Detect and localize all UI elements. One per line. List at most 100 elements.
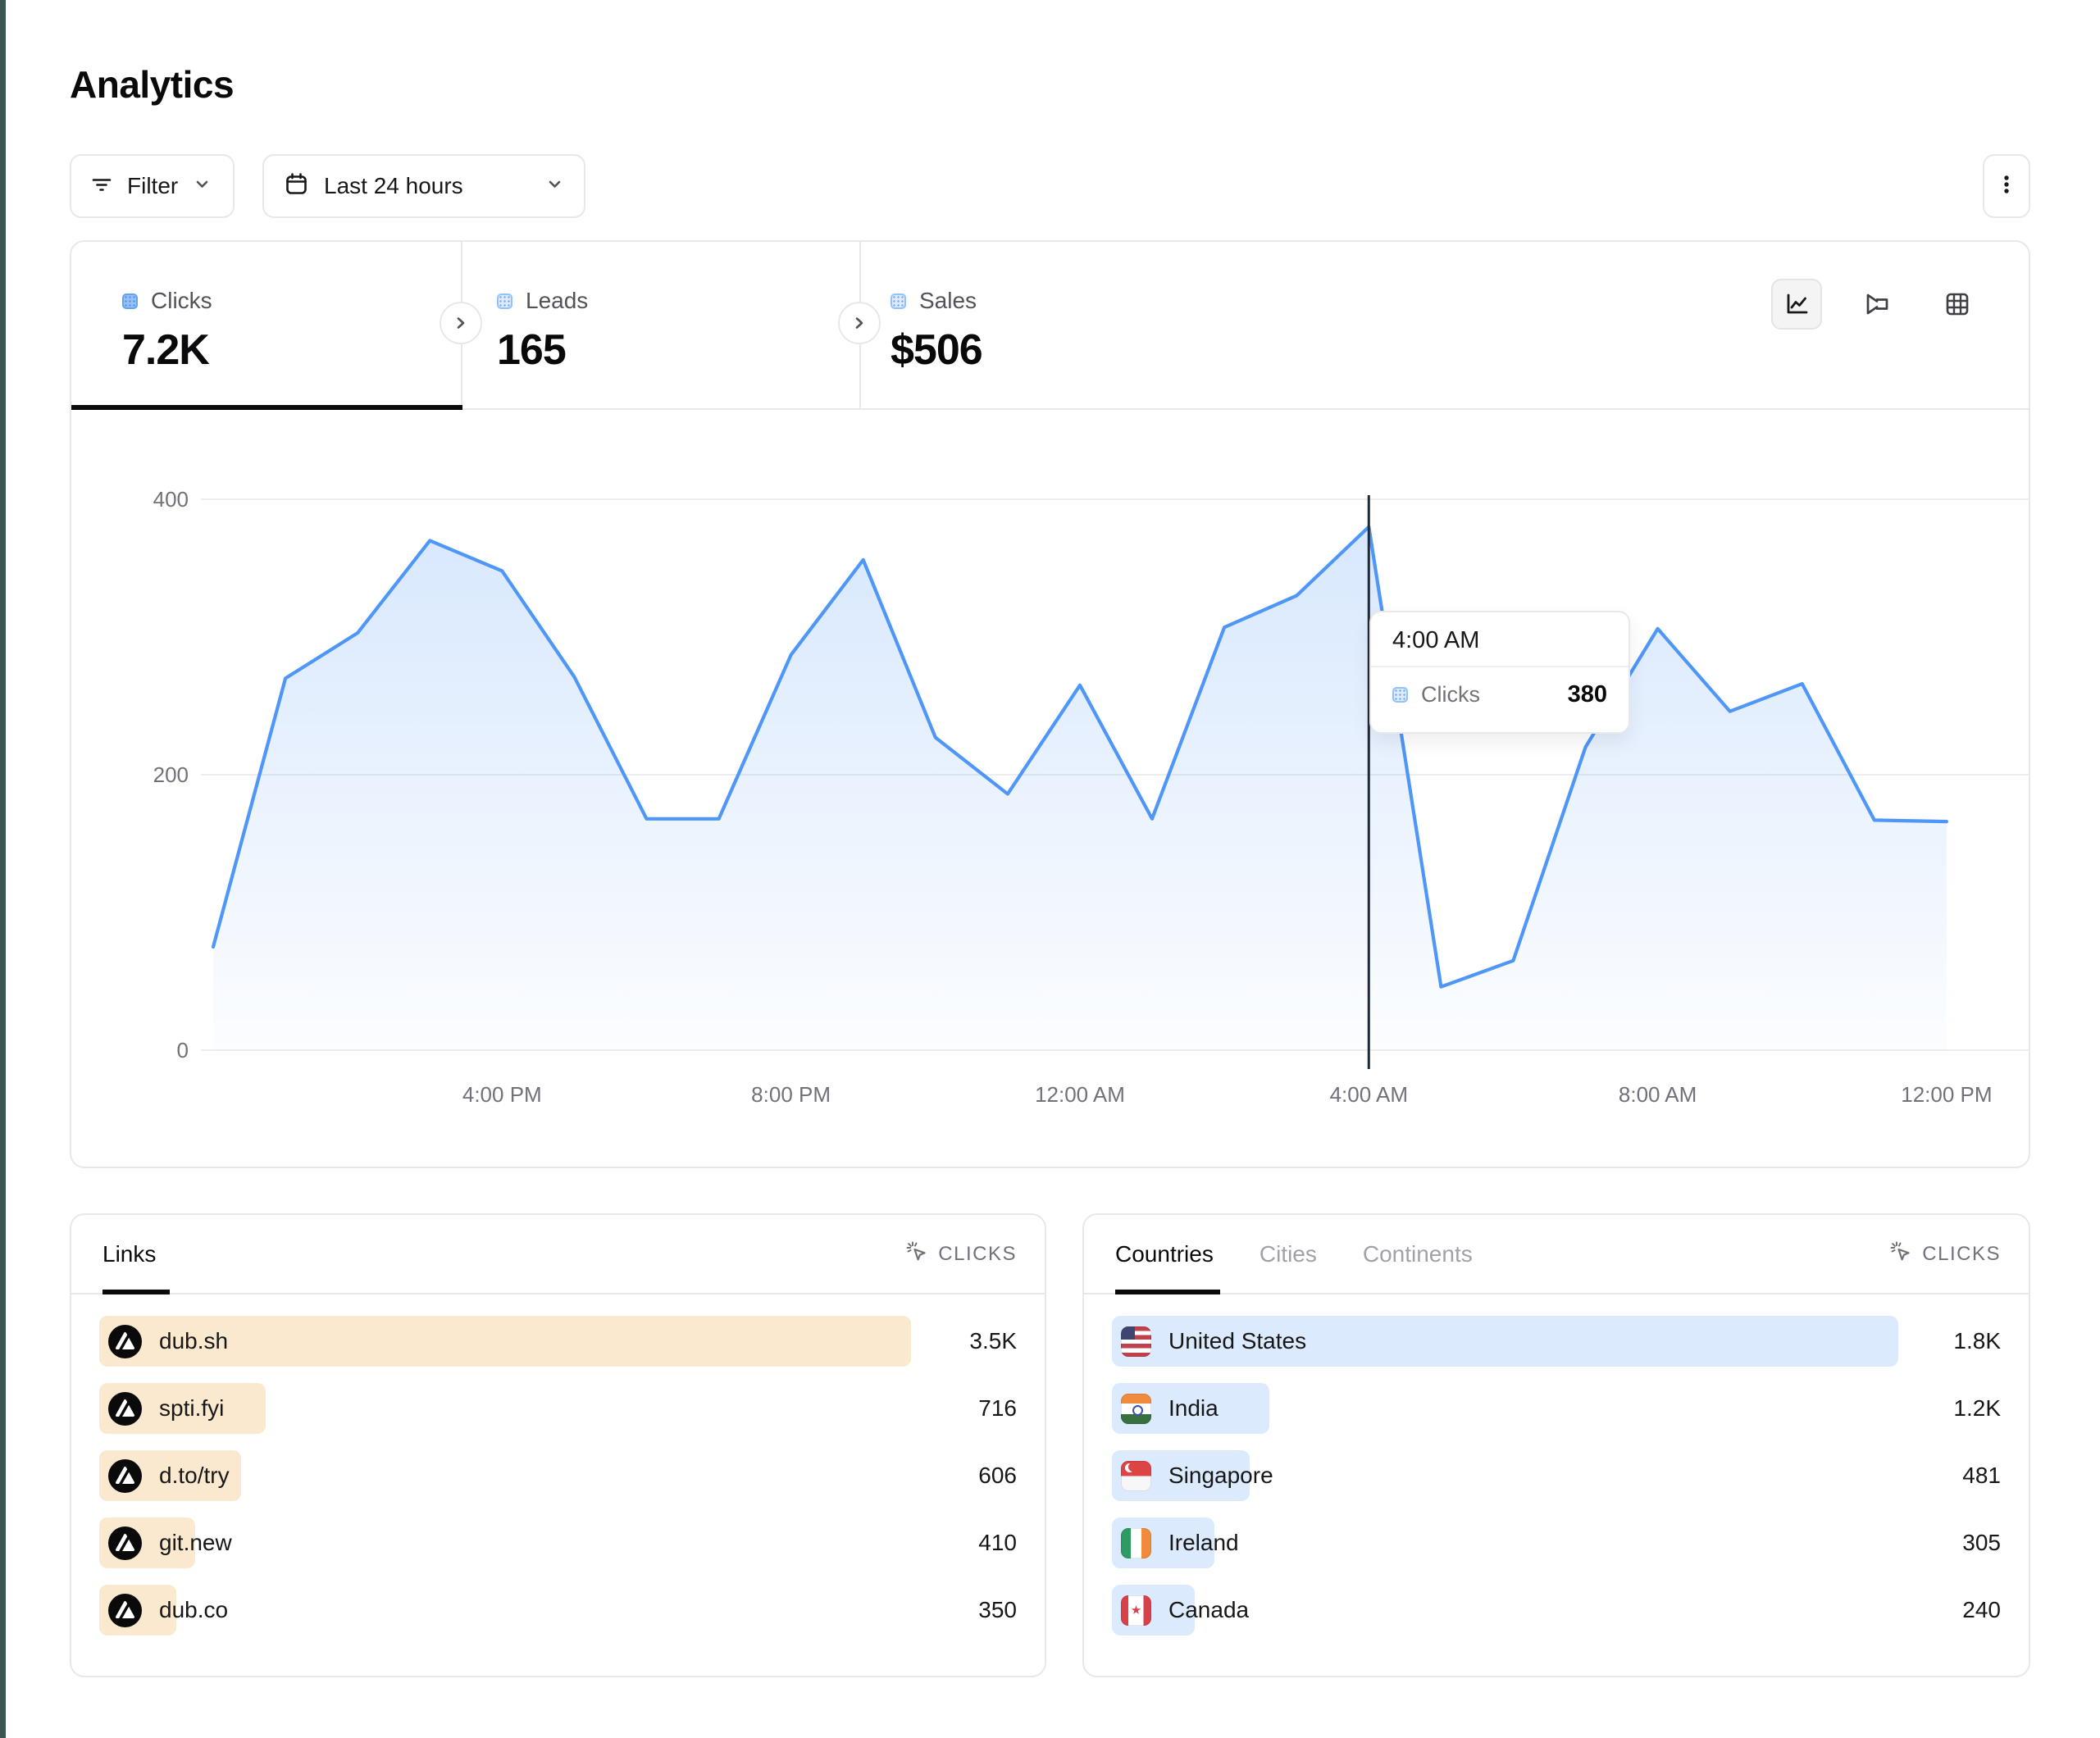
country-row[interactable]: United States 1.8K	[1112, 1316, 2001, 1367]
countries-panel-header: Countries Cities Continents CLICKS	[1084, 1215, 2029, 1294]
country-clicks: 240	[1962, 1597, 2001, 1622]
india-flag-icon	[1121, 1393, 1151, 1424]
us-flag-icon	[1121, 1326, 1151, 1357]
svg-text:400: 400	[153, 487, 189, 512]
countries-list: United States 1.8K India 1.2K	[1112, 1316, 2001, 1652]
metrics-header: Clicks 7.2K Leads 165 Sales $506	[71, 242, 2029, 410]
link-row[interactable]: git.new 410	[99, 1517, 1017, 1568]
tab-countries[interactable]: Countries	[1115, 1240, 1214, 1267]
cursor-click-icon	[1890, 1241, 1912, 1267]
expand-sales-button[interactable]	[838, 302, 881, 344]
country-label: India	[1168, 1395, 1219, 1421]
countries-clicks-sort-button[interactable]: CLICKS	[1890, 1241, 2001, 1267]
filter-button-label: Filter	[127, 173, 179, 198]
country-clicks: 481	[1962, 1463, 2001, 1488]
link-clicks: 3.5K	[969, 1328, 1017, 1354]
tab-continents[interactable]: Continents	[1362, 1240, 1473, 1267]
clicks-legend-swatch	[122, 293, 138, 309]
canada-flag-icon	[1121, 1595, 1151, 1626]
link-clicks: 410	[978, 1530, 1017, 1555]
svg-text:200: 200	[153, 762, 189, 787]
page-edge-strip	[0, 0, 6, 1738]
filter-icon	[89, 172, 114, 201]
expand-leads-button[interactable]	[440, 302, 482, 344]
links-metric-label: CLICKS	[938, 1242, 1017, 1265]
clicks-label: Clicks	[151, 288, 212, 313]
tab-links[interactable]: Links	[102, 1240, 157, 1267]
tooltip-value: 380	[1567, 681, 1607, 707]
bar	[1112, 1316, 1899, 1367]
country-label: Singapore	[1168, 1463, 1273, 1488]
country-label: Ireland	[1168, 1530, 1239, 1555]
countries-panel: Countries Cities Continents CLICKS Unite…	[1082, 1213, 2030, 1677]
chart-type-toggles	[1771, 279, 1983, 330]
leads-legend-swatch	[497, 293, 512, 309]
active-metric-underline	[71, 405, 462, 410]
bar	[99, 1316, 912, 1367]
link-label: spti.fyi	[159, 1395, 225, 1421]
kebab-menu-icon	[1995, 171, 2018, 202]
active-tab-underline	[102, 1290, 170, 1294]
country-label: United States	[1168, 1328, 1307, 1354]
analytics-chart-card: Clicks 7.2K Leads 165 Sales $506	[70, 240, 2030, 1168]
links-clicks-sort-button[interactable]: CLICKS	[906, 1241, 1017, 1267]
country-clicks: 1.2K	[1953, 1395, 2001, 1421]
tooltip-time: 4:00 AM	[1371, 612, 1629, 667]
svg-text:8:00 PM: 8:00 PM	[751, 1082, 831, 1107]
link-row[interactable]: spti.fyi 716	[99, 1383, 1017, 1434]
clicks-value: 7.2K	[122, 326, 210, 374]
active-tab-underline	[1115, 1290, 1220, 1294]
link-label: d.to/try	[159, 1463, 230, 1488]
dub-logo-icon	[108, 1458, 142, 1493]
table-toggle[interactable]	[1932, 279, 1983, 330]
cursor-click-icon	[906, 1241, 928, 1267]
chevron-down-icon	[191, 173, 213, 199]
links-panel: Links CLICKS dub.sh 3.5K	[70, 1213, 1046, 1677]
more-options-button[interactable]	[1983, 154, 2030, 218]
funnel-toggle[interactable]	[1852, 279, 1902, 330]
svg-text:4:00 AM: 4:00 AM	[1330, 1082, 1408, 1107]
tooltip-series-label: Clicks	[1421, 682, 1480, 707]
link-clicks: 716	[978, 1395, 1017, 1421]
link-row[interactable]: d.to/try 606	[99, 1450, 1017, 1501]
country-row[interactable]: India 1.2K	[1112, 1383, 2001, 1434]
link-label: dub.co	[159, 1597, 229, 1622]
page-title: Analytics	[70, 63, 235, 106]
sales-label: Sales	[919, 288, 977, 313]
calendar-icon	[284, 171, 309, 201]
dub-logo-icon	[108, 1593, 142, 1627]
link-row[interactable]: dub.sh 3.5K	[99, 1316, 1017, 1367]
dub-logo-icon	[108, 1526, 142, 1560]
dub-logo-icon	[108, 1324, 142, 1358]
chart-tooltip: 4:00 AM Clicks 380	[1369, 611, 1630, 734]
link-label: dub.sh	[159, 1328, 229, 1354]
svg-text:12:00 PM: 12:00 PM	[1901, 1082, 1992, 1107]
links-list: dub.sh 3.5K spti.fyi 716 d	[99, 1316, 1017, 1652]
svg-text:12:00 AM: 12:00 AM	[1035, 1082, 1125, 1107]
svg-text:4:00 PM: 4:00 PM	[462, 1082, 542, 1107]
link-row[interactable]: dub.co 350	[99, 1585, 1017, 1636]
link-clicks: 606	[978, 1463, 1017, 1488]
date-range-label: Last 24 hours	[324, 173, 463, 198]
tooltip-legend-swatch	[1392, 687, 1408, 703]
links-panel-header: Links CLICKS	[71, 1215, 1045, 1294]
ireland-flag-icon	[1121, 1527, 1151, 1558]
country-row[interactable]: Singapore 481	[1112, 1450, 2001, 1501]
leads-label: Leads	[526, 288, 589, 313]
country-row[interactable]: Ireland 305	[1112, 1517, 2001, 1568]
line-chart-toggle[interactable]	[1771, 279, 1822, 330]
singapore-flag-icon	[1121, 1460, 1151, 1491]
clicks-area-chart[interactable]: 0 200 400 4:00 PM 8:00 PM 12:00 AM 4:00 AM 8:00…	[116, 477, 2032, 1125]
chevron-down-icon	[544, 173, 566, 199]
country-clicks: 1.8K	[1953, 1328, 2001, 1354]
tab-cities[interactable]: Cities	[1259, 1240, 1317, 1267]
sales-legend-swatch	[891, 293, 906, 309]
leads-value: 165	[497, 326, 567, 374]
date-range-selector[interactable]: Last 24 hours	[262, 154, 585, 218]
svg-text:0: 0	[177, 1038, 189, 1062]
filter-button[interactable]: Filter	[70, 154, 235, 218]
country-row[interactable]: Canada 240	[1112, 1585, 2001, 1636]
dub-logo-icon	[108, 1391, 142, 1426]
countries-metric-label: CLICKS	[1922, 1242, 2001, 1265]
